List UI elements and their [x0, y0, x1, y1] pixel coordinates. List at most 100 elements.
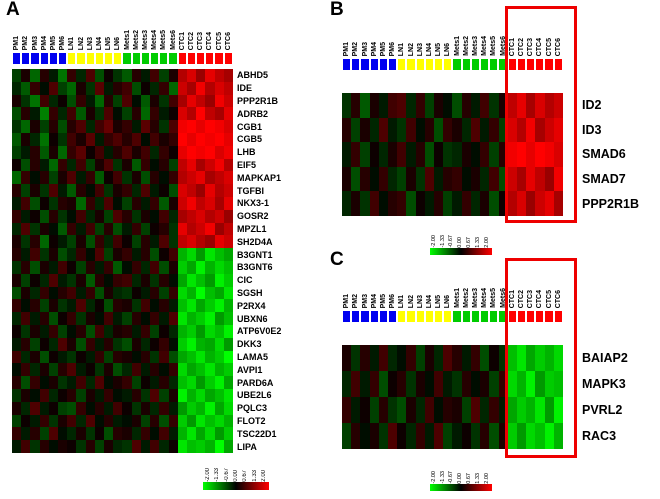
heatmap-cell — [443, 93, 453, 118]
group-ctc-cell — [544, 58, 554, 71]
column-label-pm1: PM1 — [13, 35, 21, 50]
heatmap-cell — [159, 132, 169, 146]
heatmap-cell — [369, 423, 379, 449]
heatmap-cell — [168, 388, 178, 402]
heatmap-cell — [113, 81, 123, 95]
heatmap-cell — [489, 345, 499, 371]
heatmap-cell — [113, 209, 123, 223]
heatmap-cell — [498, 166, 508, 192]
heatmap-cell — [159, 94, 169, 108]
heatmap-cell — [67, 248, 77, 261]
heatmap-cell — [369, 191, 379, 216]
heatmap-cell — [104, 120, 114, 133]
heatmap-cell — [470, 93, 481, 118]
heatmap-cell — [461, 397, 471, 423]
heatmap-cell — [177, 324, 187, 338]
group-ctc-cell — [526, 58, 536, 71]
heatmap-cell — [94, 273, 105, 287]
heatmap-cell — [140, 222, 151, 236]
heatmap-cell — [443, 117, 453, 143]
column-label-mets6: Mets6 — [499, 288, 507, 308]
heatmap-cell — [452, 191, 462, 216]
heatmap-cell — [214, 196, 224, 210]
heatmap-cell — [58, 132, 68, 146]
heatmap-cell — [48, 145, 59, 159]
column-label-mets5: Mets5 — [160, 30, 168, 50]
group-mets-cell — [150, 52, 160, 65]
heatmap-cell — [196, 273, 206, 287]
heatmap-cell — [177, 312, 187, 325]
heatmap-cell — [12, 196, 22, 210]
group-ln-cell — [424, 310, 435, 323]
heatmap-cell — [186, 132, 197, 146]
heatmap-cell — [30, 260, 40, 274]
heatmap-cell — [516, 142, 527, 167]
heatmap-cell — [140, 209, 151, 223]
heatmap-cell — [214, 337, 224, 351]
panel-a-letter: A — [6, 0, 20, 20]
heatmap-cell — [378, 142, 389, 167]
group-mets-cell — [168, 52, 178, 65]
heatmap-cell — [104, 132, 114, 146]
heatmap-cell — [223, 260, 233, 274]
heatmap-cell — [196, 312, 206, 325]
heatmap-cell — [168, 145, 178, 159]
heatmap-cell — [104, 286, 114, 300]
heatmap-cell — [48, 132, 59, 146]
heatmap-cell — [223, 324, 233, 338]
legend-tick: -1.33 — [439, 471, 446, 484]
heatmap-cell — [177, 158, 187, 172]
heatmap-cell — [30, 158, 40, 172]
heatmap-cell — [159, 388, 169, 402]
group-ln-cell — [113, 52, 123, 65]
heatmap-cell — [186, 286, 197, 300]
heatmap-cell — [388, 166, 398, 192]
heatmap-cell — [12, 171, 22, 185]
heatmap-cell — [122, 132, 132, 146]
group-ln-cell — [434, 58, 444, 71]
heatmap-cell — [177, 350, 187, 364]
heatmap-cell — [553, 142, 563, 167]
heatmap-cell — [85, 222, 95, 236]
heatmap-cell — [159, 260, 169, 274]
heatmap-cell — [39, 81, 49, 95]
heatmap-cell — [205, 427, 215, 441]
heatmap-cell — [205, 94, 215, 108]
heatmap-cell — [113, 248, 123, 261]
heatmap-cell — [535, 345, 545, 371]
heatmap-cell — [196, 260, 206, 274]
heatmap-cell — [351, 93, 361, 118]
heatmap-cell — [186, 350, 197, 364]
heatmap-cell — [67, 209, 77, 223]
column-label-pm3: PM3 — [361, 41, 369, 56]
heatmap-cell — [21, 376, 31, 389]
heatmap-cell — [30, 388, 40, 402]
heatmap-cell — [131, 324, 141, 338]
heatmap-cell — [113, 196, 123, 210]
legend-tick: 0.00 — [457, 237, 464, 248]
column-label-ln6: LN6 — [114, 36, 122, 50]
heatmap-cell — [58, 363, 68, 377]
heatmap-cell — [113, 184, 123, 197]
heatmap-cell — [196, 324, 206, 338]
legend-tick: 0.67 — [466, 237, 473, 248]
heatmap-cell — [535, 166, 545, 192]
heatmap-cell — [94, 388, 105, 402]
heatmap-cell — [104, 222, 114, 236]
group-pm-cell — [360, 58, 370, 71]
heatmap-cell — [214, 235, 224, 249]
heatmap-cell — [76, 222, 86, 236]
column-label-mets2: Mets2 — [462, 288, 470, 308]
heatmap-cell — [30, 299, 40, 313]
heatmap-cell — [122, 69, 132, 82]
group-mets-cell — [498, 310, 508, 323]
legend-tick: -0.67 — [448, 235, 455, 248]
heatmap-cell — [214, 222, 224, 236]
group-ctc-cell — [223, 52, 233, 65]
heatmap-cell — [30, 69, 40, 82]
legend-tick: -1.33 — [439, 235, 446, 248]
heatmap-cell — [424, 423, 435, 449]
heatmap-cell — [424, 191, 435, 216]
group-pm-cell — [30, 52, 40, 65]
gene-label-b3gnt6: B3GNT6 — [237, 262, 273, 273]
